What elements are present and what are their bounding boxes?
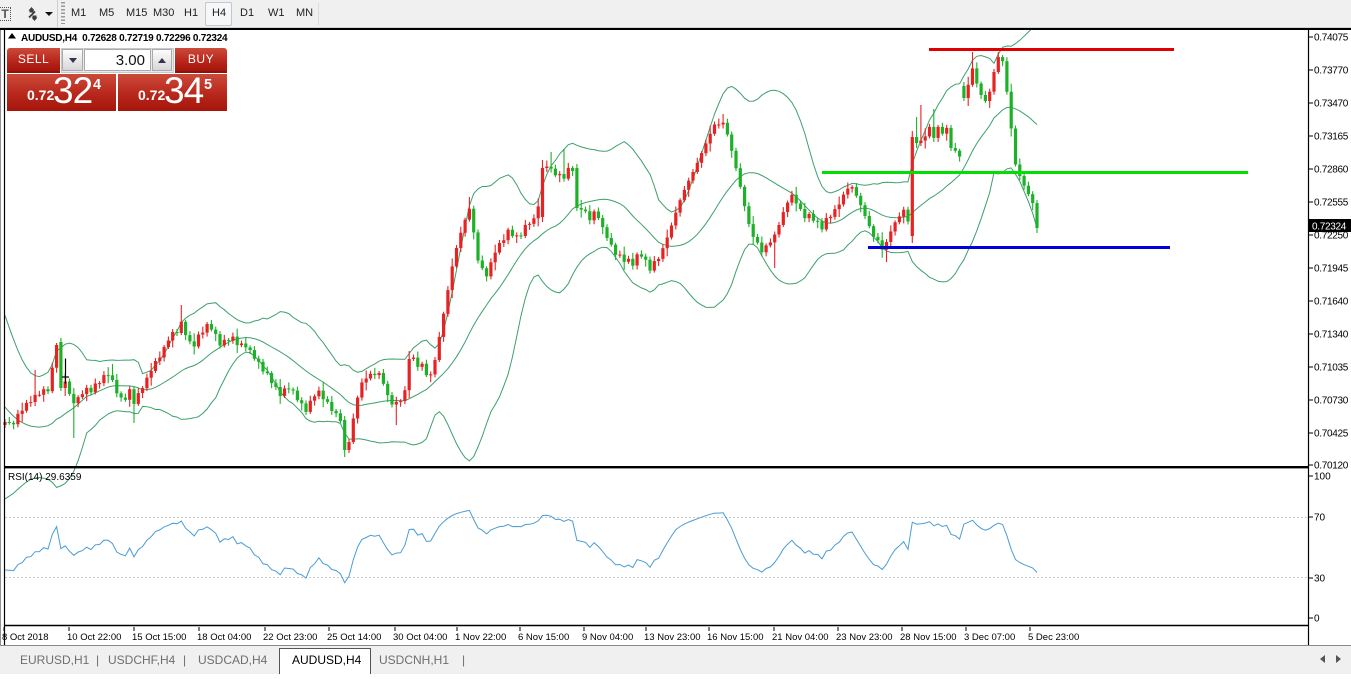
svg-text:RSI(14) 29.6359: RSI(14) 29.6359 [8, 472, 82, 483]
svg-text:25 Oct 14:00: 25 Oct 14:00 [327, 632, 381, 643]
svg-text:30: 30 [1314, 574, 1326, 585]
svg-text:8 Oct 2018: 8 Oct 2018 [2, 632, 48, 643]
svg-text:70: 70 [1314, 513, 1326, 524]
svg-text:16 Nov 15:00: 16 Nov 15:00 [707, 632, 764, 643]
svg-text:18 Oct 04:00: 18 Oct 04:00 [197, 632, 251, 643]
svg-text:5 Dec 23:00: 5 Dec 23:00 [1028, 632, 1079, 643]
svg-text:0.73165: 0.73165 [1314, 132, 1349, 143]
svg-text:3 Dec 07:00: 3 Dec 07:00 [964, 632, 1015, 643]
svg-text:0.70730: 0.70730 [1314, 396, 1349, 407]
svg-text:0.72860: 0.72860 [1314, 165, 1349, 176]
svg-text:0.71640: 0.71640 [1314, 297, 1349, 308]
svg-text:21 Nov 04:00: 21 Nov 04:00 [772, 632, 829, 643]
svg-text:0.70120: 0.70120 [1314, 461, 1349, 472]
svg-text:0.71945: 0.71945 [1314, 264, 1349, 275]
svg-text:0.72250: 0.72250 [1314, 231, 1349, 242]
svg-text:AUDUSD,H4 0.72628 0.72719 0.7: AUDUSD,H4 0.72628 0.72719 0.72296 0.7232… [21, 33, 228, 44]
svg-text:0.71035: 0.71035 [1314, 363, 1349, 374]
svg-text:0: 0 [1314, 614, 1320, 625]
svg-text:0.72555: 0.72555 [1314, 198, 1349, 209]
svg-text:6 Nov 15:00: 6 Nov 15:00 [518, 632, 569, 643]
svg-text:0.72324: 0.72324 [1312, 222, 1347, 233]
svg-text:28 Nov 15:00: 28 Nov 15:00 [900, 632, 957, 643]
svg-text:13 Nov 23:00: 13 Nov 23:00 [644, 632, 701, 643]
svg-text:0.73470: 0.73470 [1314, 99, 1349, 110]
svg-text:23 Nov 23:00: 23 Nov 23:00 [836, 632, 893, 643]
svg-text:0.74075: 0.74075 [1314, 33, 1349, 44]
svg-text:15 Oct 15:00: 15 Oct 15:00 [132, 632, 186, 643]
svg-text:100: 100 [1314, 472, 1331, 483]
svg-text:22 Oct 23:00: 22 Oct 23:00 [263, 632, 317, 643]
svg-text:0.73770: 0.73770 [1314, 66, 1349, 77]
svg-text:0.70425: 0.70425 [1314, 429, 1349, 440]
svg-text:1 Nov 22:00: 1 Nov 22:00 [455, 632, 506, 643]
svg-text:0.71340: 0.71340 [1314, 330, 1349, 341]
svg-text:30 Oct 04:00: 30 Oct 04:00 [393, 632, 447, 643]
svg-text:10 Oct 22:00: 10 Oct 22:00 [67, 632, 121, 643]
svg-text:9 Nov 04:00: 9 Nov 04:00 [582, 632, 633, 643]
